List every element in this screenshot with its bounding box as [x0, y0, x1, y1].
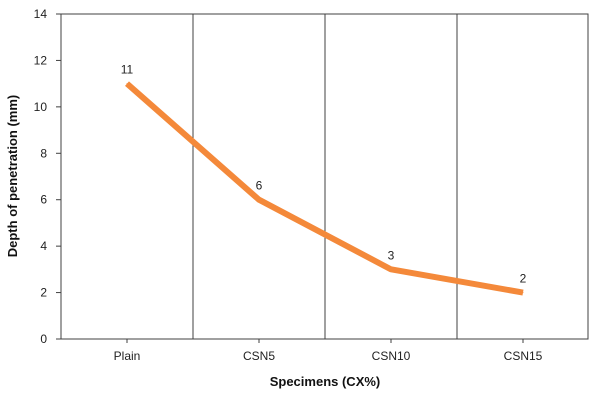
x-tick-label: CSN10 — [372, 349, 411, 363]
data-point — [390, 268, 392, 270]
y-tick-label: 2 — [40, 286, 47, 300]
y-tick-label: 12 — [34, 53, 48, 67]
y-tick-label: 10 — [34, 100, 48, 114]
series-line — [125, 81, 524, 296]
y-tick-label: 14 — [34, 7, 48, 21]
x-tick-label: Plain — [114, 349, 141, 363]
grid-layer — [192, 14, 458, 339]
data-label: 6 — [256, 179, 263, 193]
data-point — [126, 83, 128, 85]
y-tick-label: 4 — [40, 239, 47, 253]
x-tick-label: CSN5 — [243, 349, 275, 363]
y-axis-title: Depth of penetration (mm) — [5, 95, 20, 258]
axis-layer: 0 2 4 6 8 10 12 14 Plain CSN5 CSN10 CSN15 — [34, 7, 589, 363]
series-layer — [125, 81, 524, 296]
y-tick-label: 6 — [40, 193, 47, 207]
data-point — [522, 292, 524, 294]
data-label: 3 — [388, 248, 395, 262]
data-label: 11 — [121, 63, 134, 77]
x-axis-title: Specimens (CX%) — [270, 374, 381, 389]
y-tick-label: 0 — [40, 332, 47, 346]
data-label: 2 — [520, 272, 527, 286]
label-layer: 11 6 3 2 — [121, 63, 527, 286]
y-tick-label: 8 — [40, 146, 47, 160]
plot-frame — [60, 13, 589, 340]
data-point — [258, 199, 260, 201]
x-tick-label: CSN15 — [504, 349, 543, 363]
